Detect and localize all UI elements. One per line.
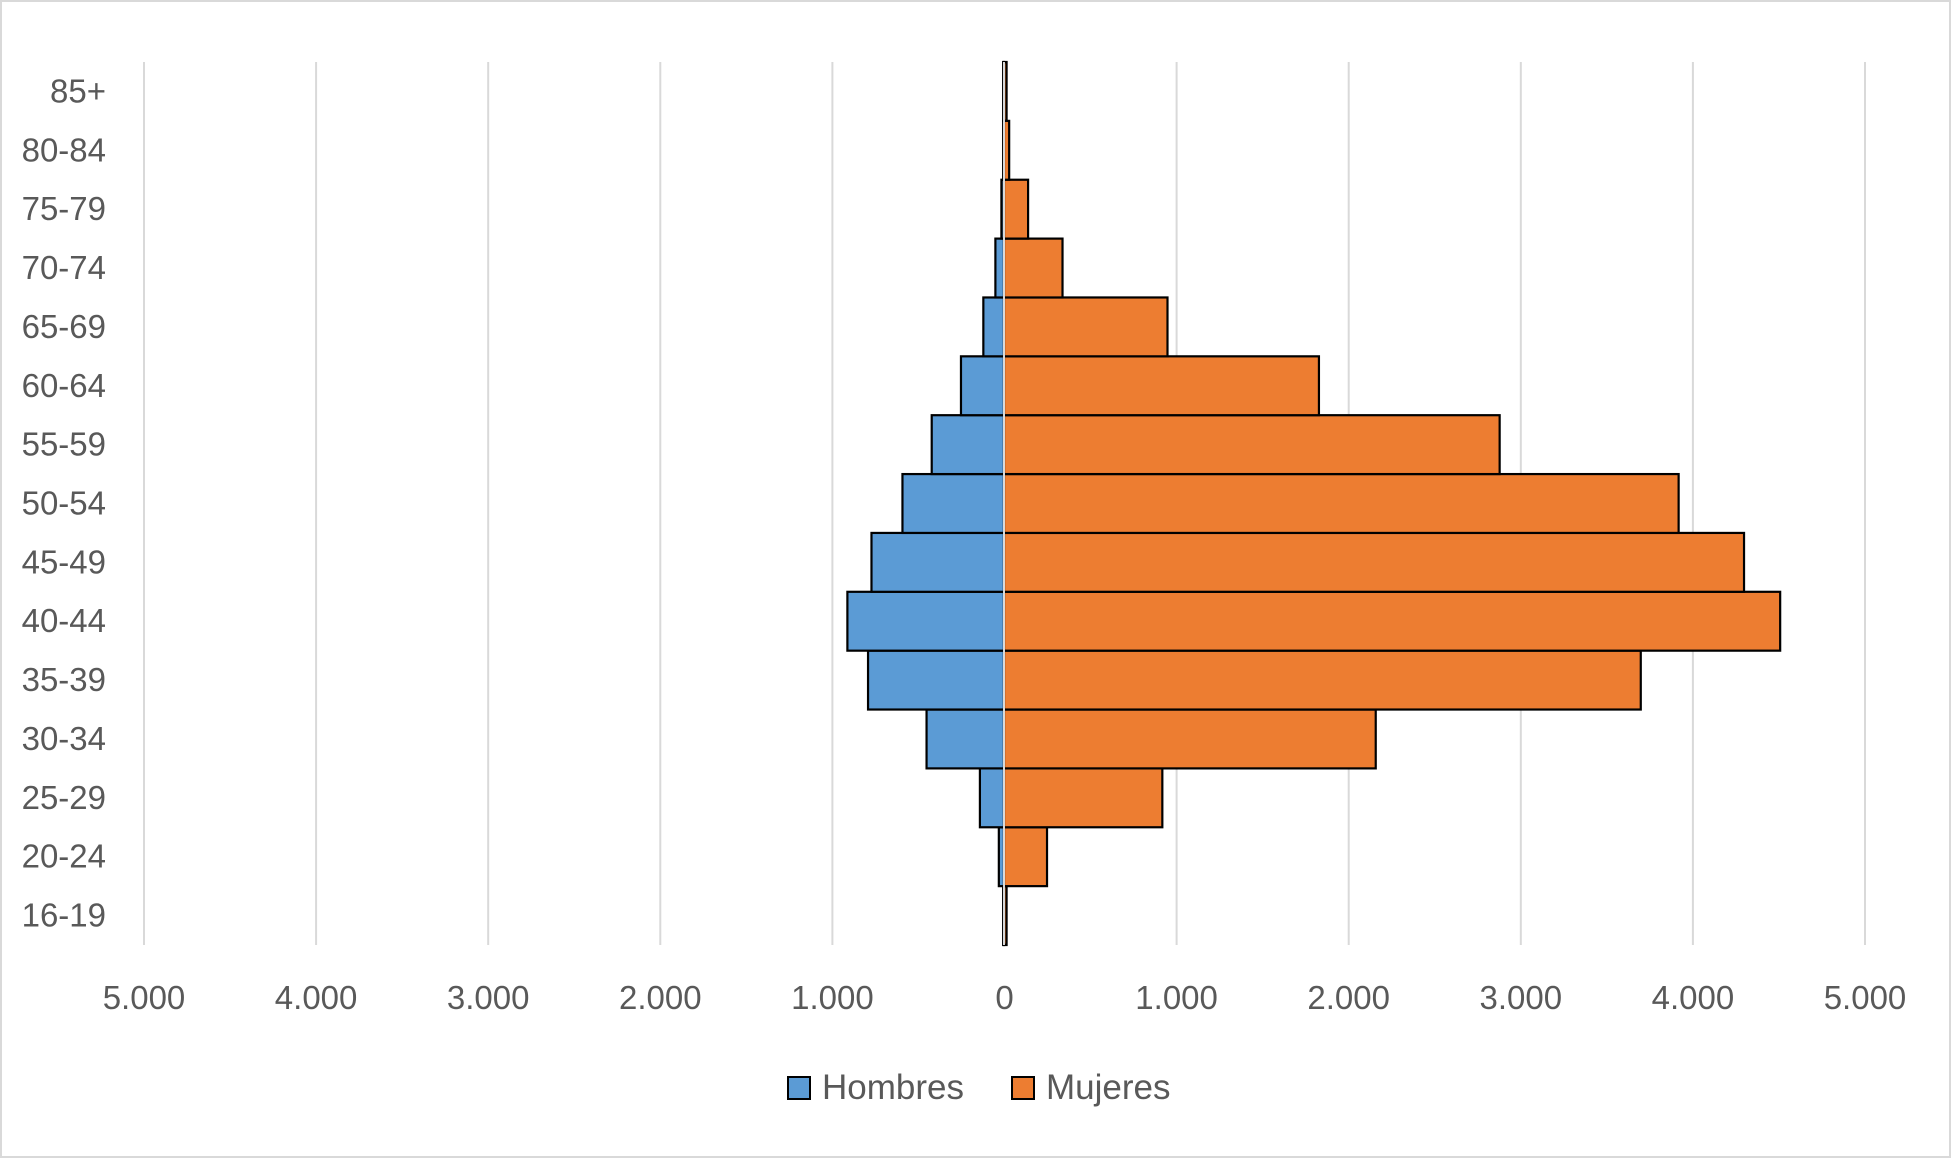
x-tick-label: 5.000 — [1824, 979, 1907, 1016]
x-tick-label: 2.000 — [619, 979, 702, 1016]
bar-mujeres-75-79 — [1002, 178, 1030, 240]
bar-hombres-30-34 — [925, 708, 1006, 770]
bar-mujeres-55-59 — [1002, 414, 1501, 476]
bar-hombres-50-54 — [901, 472, 1006, 535]
x-tick-label: 0 — [995, 979, 1013, 1016]
bar-mujeres-50-54 — [1002, 472, 1680, 535]
legend: Hombres Mujeres — [787, 1068, 1170, 1107]
bar-hombres-65-69 — [982, 296, 1006, 358]
bar-mujeres-60-64 — [1002, 355, 1321, 417]
legend-label-hombres: Hombres — [822, 1068, 964, 1107]
bar-hombres-55-59 — [930, 414, 1006, 476]
legend-swatch-mujeres — [1011, 1076, 1035, 1100]
category-label: 16-19 — [22, 897, 106, 934]
category-label: 50-54 — [22, 485, 106, 522]
category-label: 30-34 — [22, 720, 106, 757]
category-label: 85+ — [50, 72, 106, 109]
category-label: 35-39 — [22, 661, 106, 698]
category-label: 65-69 — [22, 308, 106, 345]
bar-mujeres-70-74 — [1002, 237, 1064, 299]
legend-label-mujeres: Mujeres — [1046, 1068, 1170, 1107]
bar-hombres-35-39 — [866, 649, 1006, 711]
category-label: 20-24 — [22, 838, 106, 875]
bar-mujeres-65-69 — [1002, 296, 1169, 358]
bar-mujeres-20-24 — [1002, 826, 1049, 888]
bar-hombres-70-74 — [994, 237, 1006, 299]
x-tick-label: 2.000 — [1307, 979, 1390, 1016]
category-label: 40-44 — [22, 602, 106, 639]
x-tick-label: 1.000 — [1135, 979, 1218, 1016]
x-tick-label: 4.000 — [275, 979, 358, 1016]
category-labels: 16-19 20-24 25-29 30-34 35-39 40-44 45-49 50-54… — [22, 72, 106, 933]
bar-hombres-45-49 — [870, 531, 1006, 593]
bar-hombres-25-29 — [978, 767, 1006, 829]
x-tick-label: 1.000 — [791, 979, 874, 1016]
bar-hombres-40-44 — [846, 590, 1006, 652]
x-tick-labels: 5.000 4.000 3.000 2.000 1.000 0 1.000 2.000 3.00… — [103, 979, 1907, 1016]
bar-mujeres-45-49 — [1002, 531, 1746, 593]
bar-mujeres-35-39 — [1002, 649, 1642, 711]
bars — [846, 60, 1782, 947]
x-tick-label: 5.000 — [103, 979, 186, 1016]
x-tick-label: 3.000 — [447, 979, 530, 1016]
x-tick-label: 3.000 — [1480, 979, 1563, 1016]
legend-swatch-hombres — [787, 1076, 811, 1100]
x-tick-label: 4.000 — [1652, 979, 1735, 1016]
category-label: 70-74 — [22, 249, 106, 286]
bar-hombres-60-64 — [959, 355, 1006, 417]
bar-mujeres-25-29 — [1002, 767, 1164, 829]
category-label: 25-29 — [22, 779, 106, 816]
bar-mujeres-30-34 — [1002, 708, 1377, 770]
category-label: 60-64 — [22, 367, 106, 404]
category-label: 45-49 — [22, 543, 106, 580]
category-label: 55-59 — [22, 426, 106, 463]
category-label: 80-84 — [22, 131, 106, 168]
bar-mujeres-40-44 — [1002, 590, 1782, 652]
category-label: 75-79 — [22, 190, 106, 227]
